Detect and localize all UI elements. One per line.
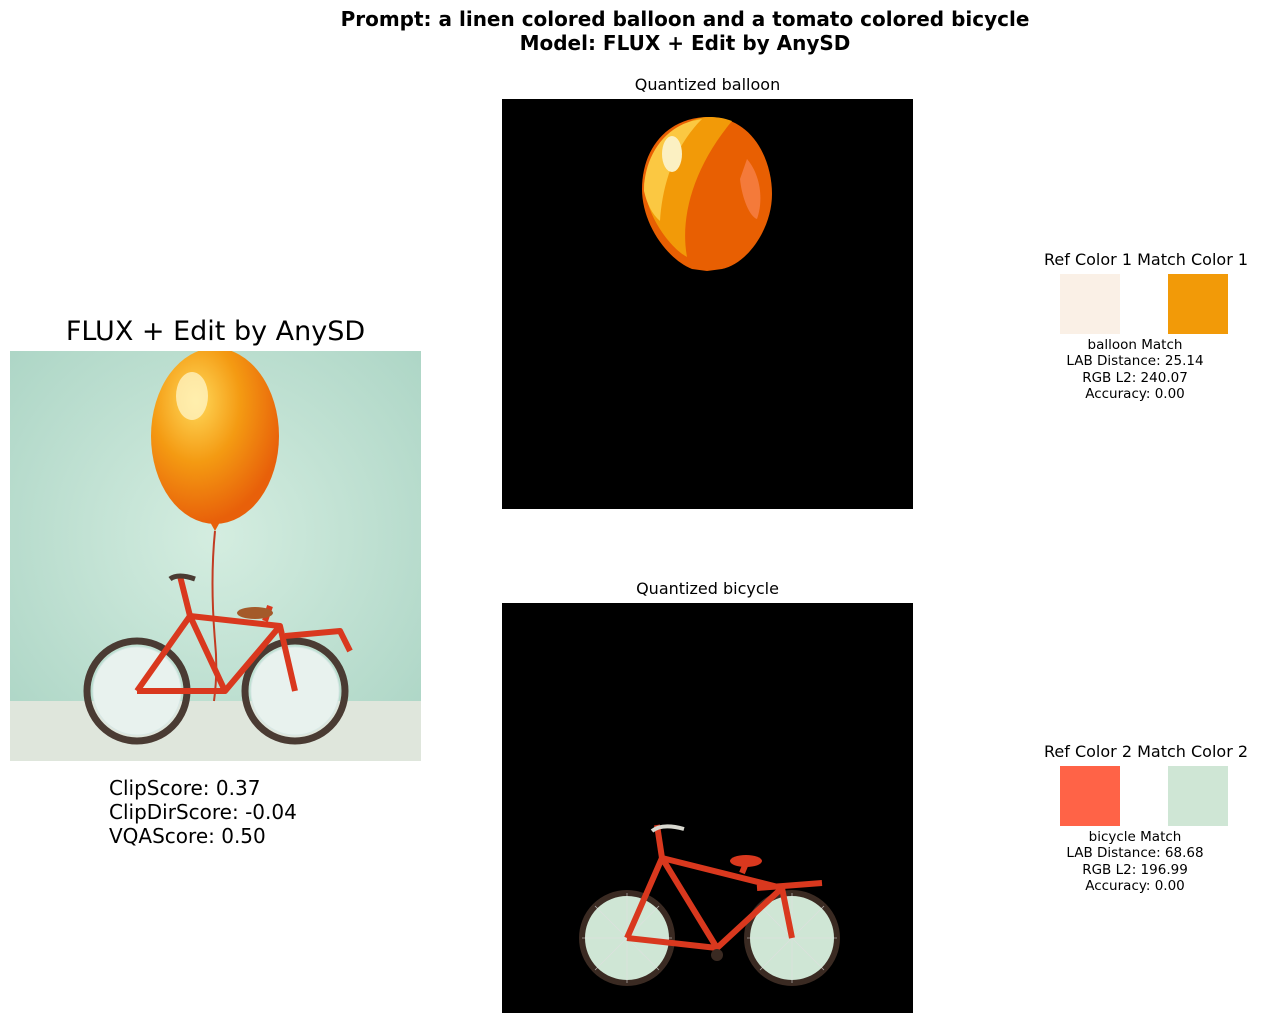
clip-dir-score: ClipDirScore: -0.04 (109, 800, 297, 824)
color-match-1-accuracy: Accuracy: 0.00 (1085, 386, 1185, 403)
figure-title: Prompt: a linen colored balloon and a to… (0, 7, 1265, 55)
match-color-2-swatch (1168, 766, 1228, 826)
color-match-1-label: balloon Match (1087, 337, 1183, 353)
match-color-1-swatch (1168, 274, 1228, 334)
color-match-2-header: Ref Color 2 Match Color 2 (1044, 742, 1249, 761)
color-match-2-lab: LAB Distance: 68.68 (1066, 845, 1204, 862)
main-panel-title: FLUX + Edit by AnySD (65, 316, 366, 347)
color-match-2-rgb: RGB L2: 196.99 (1082, 861, 1188, 878)
color-match-2-label: bicycle Match (1088, 829, 1182, 845)
vqa-score: VQAScore: 0.50 (109, 824, 266, 848)
color-match-1-info: balloon Match LAB Distance: 25.14 RGB L2… (1035, 337, 1235, 403)
ref-color-1-swatch (1060, 274, 1120, 334)
color-match-2-accuracy: Accuracy: 0.00 (1085, 878, 1185, 895)
generated-image (10, 351, 421, 761)
color-match-1-header: Ref Color 1 Match Color 1 (1044, 250, 1249, 269)
figure-title-prompt: Prompt: a linen colored balloon and a to… (340, 7, 1030, 31)
clip-score: ClipScore: 0.37 (109, 776, 261, 800)
quantized-bicycle-image (502, 603, 913, 1013)
quantized-balloon-image (502, 99, 913, 509)
color-match-1-lab: LAB Distance: 25.14 (1066, 353, 1204, 370)
color-match-1-rgb: RGB L2: 240.07 (1082, 369, 1188, 386)
quantized-bicycle-title: Quantized bicycle (636, 579, 779, 598)
metrics-list: ClipScore: 0.37 ClipDirScore: -0.04 VQAS… (109, 776, 297, 848)
quantized-balloon-title: Quantized balloon (634, 75, 781, 94)
figure-title-model: Model: FLUX + Edit by AnySD (519, 31, 851, 55)
color-match-2-info: bicycle Match LAB Distance: 68.68 RGB L2… (1035, 829, 1235, 895)
ref-color-2-swatch (1060, 766, 1120, 826)
